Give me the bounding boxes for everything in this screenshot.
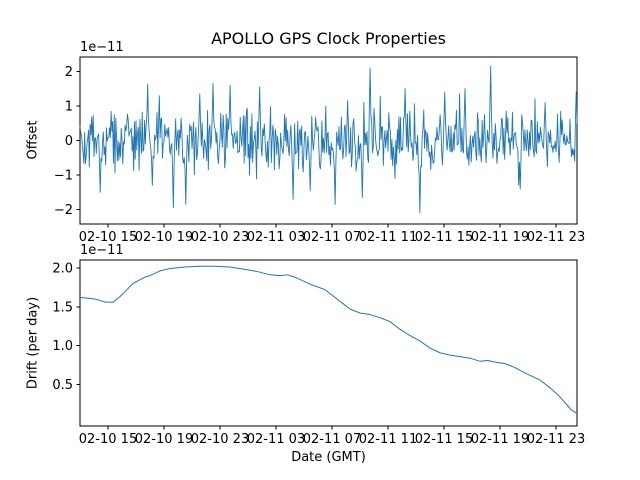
y-tick-label: −1: [54, 169, 73, 184]
drift-axes-frame: [79, 259, 578, 427]
offset-series-line: [79, 65, 578, 214]
drift-series-line: [79, 265, 578, 414]
x-tick-label: 02-11 07: [303, 432, 361, 447]
drift-ylabel: Drift (per day): [25, 296, 41, 390]
y-tick-label: 2: [65, 65, 73, 80]
x-tick-label: 02-10 15: [79, 432, 137, 447]
offset-ylabel: Offset: [25, 120, 41, 160]
offset-axis-scale-label: 1e−11: [80, 40, 124, 55]
x-tick-label: 02-10 23: [191, 432, 249, 447]
x-tick-label: 02-10 15: [79, 230, 137, 245]
x-tick-label: 02-11 23: [527, 432, 585, 447]
xlabel-date-gmt: Date (GMT): [291, 450, 366, 465]
y-tick-label: 1.5: [52, 300, 73, 315]
x-tick-label: 02-11 03: [247, 230, 305, 245]
y-tick-label: 1: [65, 99, 73, 114]
x-tick-label: 02-10 19: [135, 432, 193, 447]
x-tick-label: 02-11 19: [471, 230, 529, 245]
x-tick-label: 02-11 19: [471, 432, 529, 447]
x-tick-label: 02-11 03: [247, 432, 305, 447]
x-tick-label: 02-10 23: [191, 230, 249, 245]
x-tick-label: 02-11 07: [303, 230, 361, 245]
x-tick-label: 02-11 11: [359, 432, 417, 447]
y-tick-label: 1.0: [52, 339, 73, 354]
y-tick-label: −2: [54, 203, 73, 218]
x-tick-label: 02-11 15: [415, 230, 473, 245]
y-tick-label: 0: [65, 134, 73, 149]
drift-axis-scale-label: 1e−11: [80, 243, 124, 258]
x-tick-label: 02-11 15: [415, 432, 473, 447]
x-tick-label: 02-11 11: [359, 230, 417, 245]
x-tick-label: 02-10 19: [135, 230, 193, 245]
chart-title: APOLLO GPS Clock Properties: [211, 29, 446, 48]
y-tick-label: 0.5: [52, 378, 73, 393]
y-tick-label: 2.0: [52, 261, 73, 276]
x-tick-label: 02-11 23: [527, 230, 585, 245]
